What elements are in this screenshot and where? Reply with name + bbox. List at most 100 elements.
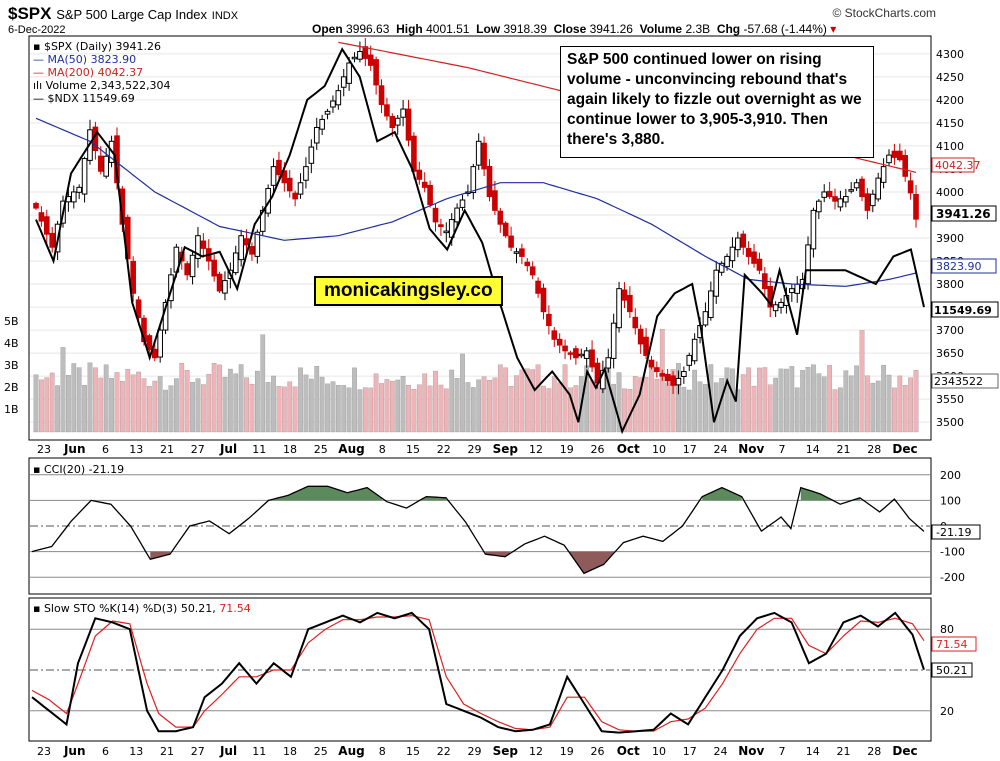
bottom-x-tick-label: 25 [314,745,328,758]
candle-body [772,304,779,312]
close-label: Close [553,22,587,36]
candle-body [135,299,142,318]
volume-bar [308,378,314,433]
bottom-x-tick-label: Oct [617,744,640,758]
bottom-x-tick-label: 7 [779,745,786,758]
candle-body [616,288,622,329]
candle-body [821,191,828,198]
volume-bar [530,369,536,433]
bottom-x-tick-label: 15 [406,745,420,758]
bottom-x-tick-label: 27 [191,745,205,758]
candle-body [286,177,293,192]
volume-bar [292,386,298,433]
candle-body [281,170,288,184]
volume-bar [535,364,541,433]
volume-bar [746,367,751,433]
candle-body [789,288,795,294]
volume-bar [821,376,827,433]
candle-body [756,258,763,271]
volume-bar [141,378,147,433]
candle-body [438,224,444,227]
candle-body [870,193,876,207]
annotation-box: S&P 500 continued lower on rising volume… [560,46,874,158]
volume-bar [546,388,552,433]
candle-body [335,90,342,106]
price-x-tick-label: 19 [560,443,574,456]
price-tick-label: 4300 [936,48,964,61]
open-value: 3996.63 [346,22,390,36]
volume-bar [811,364,816,433]
volume-bar [163,389,168,433]
candle-body [481,142,487,170]
bottom-x-tick-label: 8 [379,745,386,758]
chg-label: Chg [716,22,741,36]
candle-body [43,216,50,235]
volume-bar [724,367,730,433]
volume-bar [335,385,341,433]
volume-bar [908,377,913,433]
price-x-tick-label: 21 [160,443,174,456]
volume-bar [49,372,55,433]
volume-bar [859,330,865,433]
price-x-tick-label: 22 [437,443,451,456]
candle-body [394,117,401,126]
price-tick-label: 4200 [936,94,964,107]
price-x-tick-label: 7 [779,443,786,456]
volume-bar [443,388,449,433]
tag-ma50: 3823.90 [936,260,982,273]
candle-body [421,181,428,188]
volume-tick-label: 3B [4,359,19,372]
volume-bar [373,373,379,433]
open-label: Open [312,22,343,36]
price-x-tick-label: 12 [529,443,543,456]
volume-bar [492,377,498,433]
volume-bar [805,367,811,433]
bottom-x-tick-label: 13 [129,745,143,758]
volume-bar [735,389,741,433]
candle-body [427,184,433,206]
candle-body [405,108,412,141]
volume-bar [643,377,649,433]
price-x-tick-label: 17 [683,443,697,456]
volume-bar [427,385,433,433]
bottom-x-tick-label: Dec [892,744,917,758]
volume-bar [368,387,374,433]
volume-bar [222,377,228,433]
volume-bar [773,377,778,433]
tag-ndx: 11549.69 [934,304,992,317]
candle-body [729,246,736,262]
volume-bar [449,369,455,433]
volume-bar [93,367,98,433]
volume-bar [697,381,703,433]
candle-body [443,230,450,234]
volume-bar [157,376,163,433]
sto-d-line [31,614,925,732]
volume-bar [767,384,773,433]
price-x-tick-label: 29 [468,443,482,456]
volume-bar [346,387,352,433]
candle-body [216,273,223,292]
volume-bar [82,384,87,433]
candle-body [184,263,190,276]
candle-body [589,349,595,368]
price-x-tick-label: Jun [63,442,86,456]
candle-body [702,311,709,326]
candle-body [659,373,666,377]
candle-body [195,235,201,259]
candle-body [432,207,439,223]
candle-body [859,178,865,198]
bottom-x-tick-label: 6 [102,745,109,758]
candle-body [319,118,325,130]
candle-body [875,177,882,200]
price-x-tick-label: Jul [219,442,237,456]
candle-body [567,352,574,355]
candle-body [524,261,531,267]
volume-bar [238,364,244,433]
candle-body [902,154,909,177]
bottom-x-tick-label: 24 [714,745,728,758]
candle-body [675,377,682,386]
candle-body [297,182,304,195]
price-x-tick-label: 14 [806,443,820,456]
legend-volume: ılı Volume 2,343,522,304 [33,79,171,92]
bottom-x-tick-label: 26 [591,745,605,758]
